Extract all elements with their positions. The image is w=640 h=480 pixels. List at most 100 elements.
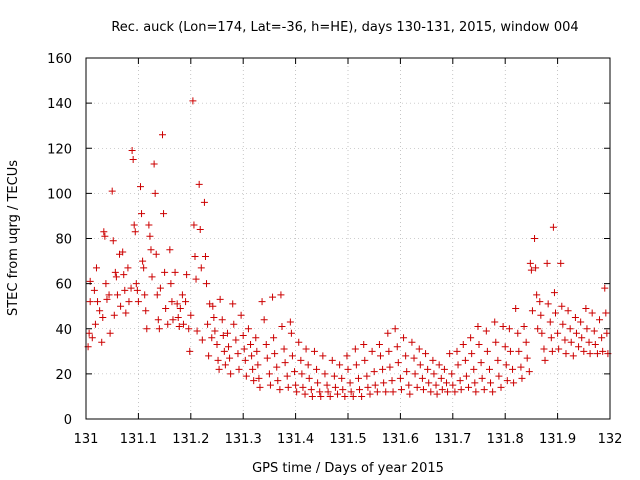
data-point xyxy=(373,388,381,396)
data-point xyxy=(534,325,542,333)
data-point xyxy=(305,374,313,382)
data-point xyxy=(201,253,209,261)
data-point xyxy=(253,347,261,355)
data-point xyxy=(538,329,546,337)
data-point xyxy=(482,327,490,335)
data-point xyxy=(91,320,99,328)
data-point xyxy=(569,352,577,360)
data-point xyxy=(514,329,522,337)
data-point xyxy=(548,347,556,355)
data-point xyxy=(321,370,329,378)
data-point xyxy=(108,187,116,195)
data-point xyxy=(394,359,402,367)
data-point xyxy=(260,316,268,324)
data-point xyxy=(382,388,390,396)
data-point xyxy=(134,298,142,306)
data-point xyxy=(96,307,104,315)
data-point xyxy=(148,273,156,281)
data-point xyxy=(425,379,433,387)
data-point xyxy=(100,228,108,236)
data-point xyxy=(192,275,200,283)
data-point xyxy=(284,383,292,391)
data-point xyxy=(406,390,414,398)
y-tick-label: 140 xyxy=(47,97,72,112)
data-point xyxy=(580,347,588,355)
data-point xyxy=(510,379,518,387)
x-tick-label: 131.2 xyxy=(172,432,209,447)
data-point xyxy=(341,392,349,400)
data-point xyxy=(286,318,294,326)
data-point xyxy=(109,237,117,245)
data-point xyxy=(503,377,511,385)
data-point xyxy=(120,271,128,279)
data-point xyxy=(127,284,135,292)
data-point xyxy=(591,341,599,349)
data-point xyxy=(344,365,352,373)
data-point xyxy=(492,338,500,346)
y-tick-label: 100 xyxy=(47,187,72,202)
data-point xyxy=(475,341,483,349)
data-point xyxy=(302,345,310,353)
data-point xyxy=(566,325,574,333)
data-point xyxy=(203,280,211,288)
data-point xyxy=(480,386,488,394)
data-point xyxy=(474,322,482,330)
data-point xyxy=(121,286,129,294)
y-tick-label: 20 xyxy=(55,368,72,383)
data-point xyxy=(319,352,327,360)
data-point xyxy=(132,280,140,288)
data-point xyxy=(130,221,138,229)
data-point xyxy=(139,257,147,265)
data-point xyxy=(229,300,237,308)
data-point xyxy=(182,298,190,306)
data-point xyxy=(216,295,224,303)
data-point xyxy=(413,383,421,391)
data-point xyxy=(375,341,383,349)
data-point xyxy=(391,325,399,333)
data-point xyxy=(598,334,606,342)
data-point xyxy=(531,235,539,242)
data-point xyxy=(234,350,242,358)
data-point xyxy=(558,302,566,310)
data-point xyxy=(410,354,418,362)
data-point xyxy=(161,268,169,276)
data-point xyxy=(197,264,205,272)
x-tick-label: 131.6 xyxy=(382,432,419,447)
data-point xyxy=(274,377,282,385)
data-point xyxy=(385,347,393,355)
data-point xyxy=(204,320,212,328)
data-point xyxy=(314,379,322,387)
y-tick-label: 60 xyxy=(55,278,72,293)
data-point xyxy=(577,318,585,326)
data-point xyxy=(456,377,464,385)
data-point xyxy=(187,311,195,319)
data-point xyxy=(453,347,461,355)
data-point xyxy=(295,338,303,346)
data-point xyxy=(515,347,523,355)
data-point xyxy=(472,388,480,396)
y-tick-label: 40 xyxy=(55,323,72,338)
data-point xyxy=(588,309,596,317)
data-point xyxy=(174,313,182,321)
data-point xyxy=(92,264,100,272)
data-point xyxy=(94,298,102,306)
data-point xyxy=(446,350,454,358)
data-point xyxy=(599,347,607,355)
data-point xyxy=(183,271,191,279)
data-point xyxy=(143,325,151,333)
data-point xyxy=(166,246,174,254)
data-point xyxy=(196,225,204,233)
data-point xyxy=(603,329,611,337)
data-point xyxy=(124,264,132,272)
data-point xyxy=(241,356,249,364)
data-point xyxy=(485,365,493,373)
data-point xyxy=(552,309,560,317)
data-point xyxy=(537,311,545,319)
chart-title: Rec. auck (Lon=174, Lat=-36, h=HE), days… xyxy=(111,20,578,35)
y-tick-label: 80 xyxy=(55,233,72,248)
data-point xyxy=(389,388,397,396)
data-point xyxy=(448,370,456,378)
x-tick-label: 131 xyxy=(74,432,99,447)
data-point xyxy=(291,368,299,376)
